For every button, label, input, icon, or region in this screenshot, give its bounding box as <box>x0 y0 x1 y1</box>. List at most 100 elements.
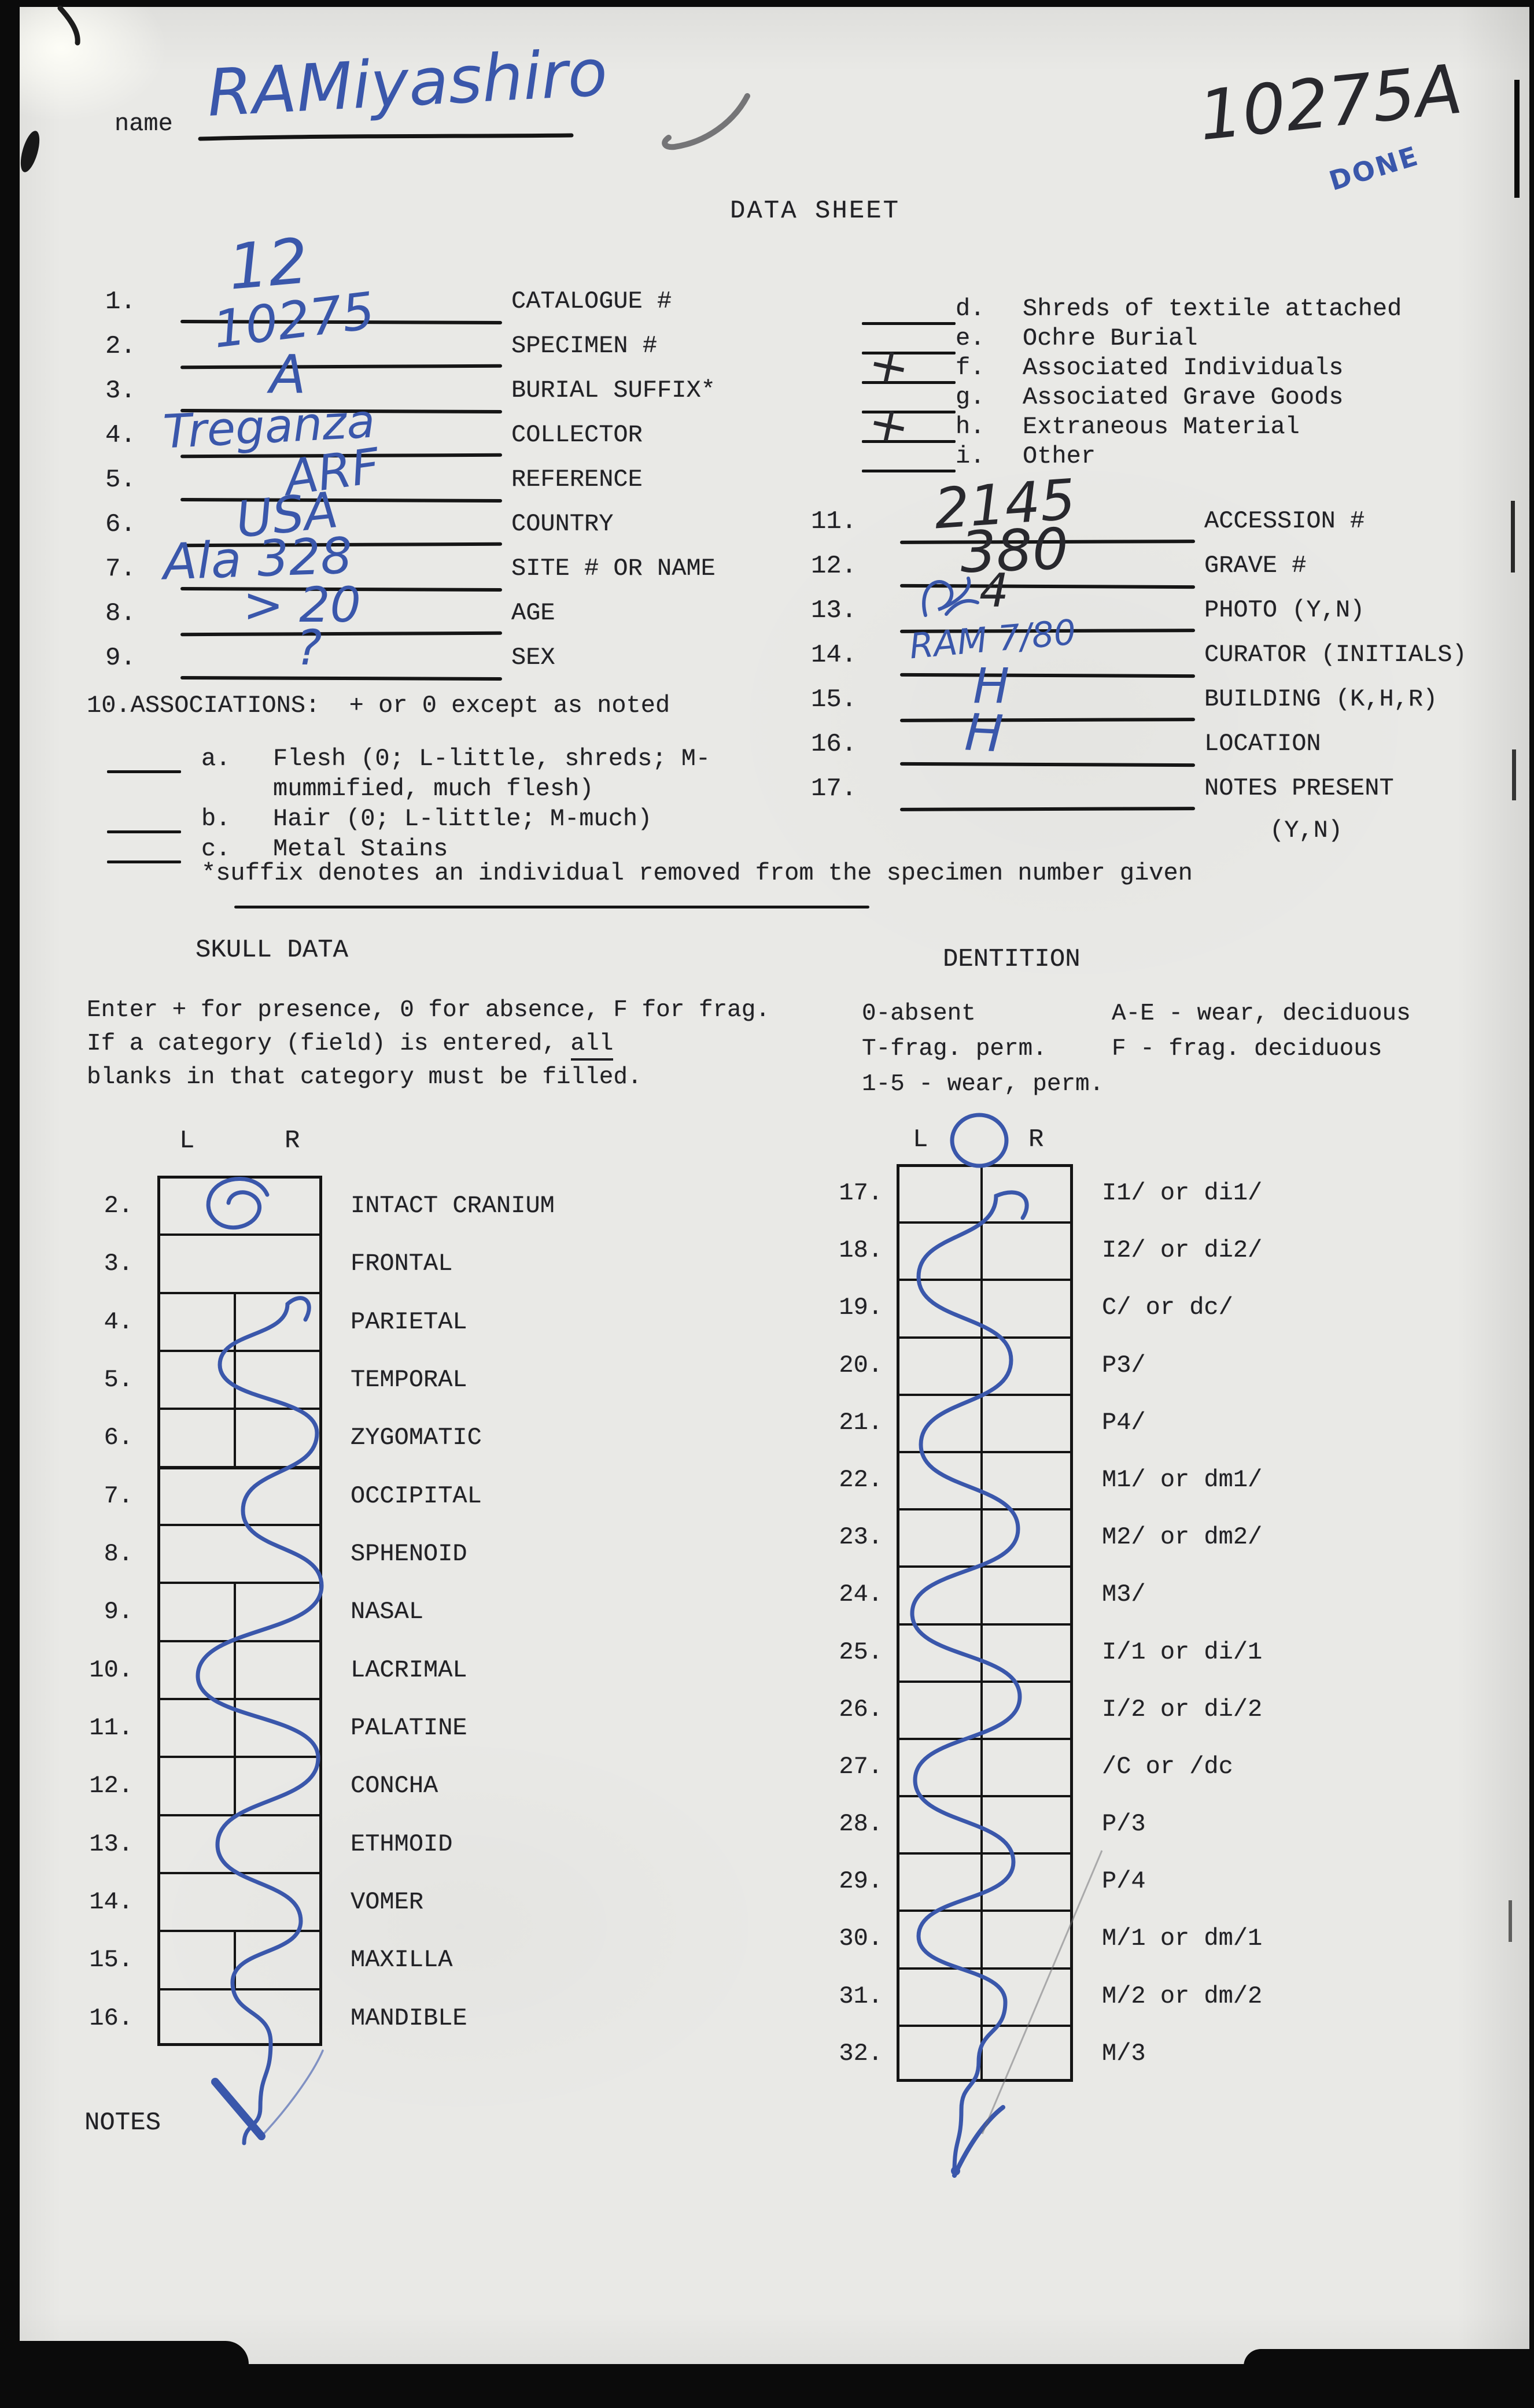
dentition-row-number: 20. <box>839 1351 883 1379</box>
field-label-cont: (Y,N) <box>1270 817 1343 844</box>
checklist-letter: i. <box>956 442 985 470</box>
skull-row-label: LACRIMAL <box>351 1656 467 1684</box>
checklist-blank <box>862 470 956 472</box>
skull-row-line <box>158 1291 321 1294</box>
field-label: SEX <box>511 644 555 671</box>
association-text-cont: mummified, much flesh) <box>273 775 594 803</box>
association-blank <box>107 830 181 833</box>
skull-row-number: 4. <box>104 1308 133 1336</box>
association-letter: c. <box>201 835 231 863</box>
skull-col-header-right: R <box>285 1127 300 1155</box>
field-label: NOTES PRESENT <box>1204 774 1394 802</box>
checklist-blank <box>862 352 956 354</box>
skull-row-line <box>158 1639 321 1642</box>
dentition-row-number: 30. <box>839 1925 883 1953</box>
checklist-label: Associated Individuals <box>1023 354 1344 382</box>
dentition-ink-dot <box>951 2166 960 2176</box>
skull-table-box <box>157 1176 322 2046</box>
dentition-row-label: /C or /dc <box>1102 1752 1233 1781</box>
dentition-row-label: M3/ <box>1102 1580 1146 1609</box>
skull-col-header-left: L <box>179 1127 195 1155</box>
dentition-row-label: M/2 or dm/2 <box>1102 1982 1263 2010</box>
field-number: 5. <box>105 466 136 494</box>
dentition-row-line <box>898 1221 1072 1224</box>
dentition-key-item: A-E - wear, deciduous <box>1112 1000 1411 1027</box>
dentition-row-line <box>898 1336 1072 1339</box>
field-label: GRAVE # <box>1204 552 1307 579</box>
dentition-squiggle-hook <box>952 2105 1005 2178</box>
field-number: 7. <box>105 555 136 583</box>
associations-heading: 10.ASSOCIATIONS: + or 0 except as noted <box>87 692 670 719</box>
dentition-circle-mark <box>950 1113 1009 1168</box>
field-value-handwritten: 380 <box>959 516 1070 586</box>
skull-row-line <box>158 1988 321 1990</box>
skull-row-number: 10. <box>89 1656 133 1684</box>
checklist-blank <box>862 322 956 325</box>
dentition-row-line <box>898 2024 1072 2027</box>
dentition-row-label: I/1 or di/1 <box>1102 1638 1263 1666</box>
scan-border-top <box>0 0 1534 7</box>
scan-smudge-icon <box>57 5 80 46</box>
skull-row-number: 13. <box>89 1830 133 1858</box>
field-label: ACCESSION # <box>1204 507 1365 535</box>
association-letter: b. <box>201 805 231 833</box>
field-value-handwritten: H <box>963 702 1005 764</box>
checkmark-icon <box>662 93 750 150</box>
dentition-row-label: P/4 <box>1102 1867 1146 1896</box>
skull-row-label: TEMPORAL <box>351 1366 467 1394</box>
dentition-lr-divider <box>980 1164 983 2082</box>
suffix-footnote: *suffix denotes an individual removed fr… <box>201 859 1193 887</box>
skull-row-number: 5. <box>104 1366 133 1394</box>
field-underline <box>180 364 503 370</box>
field-underline <box>899 762 1196 767</box>
association-text: Hair (0; L-little; M-much) <box>273 805 652 833</box>
skull-row-line <box>158 1582 321 1585</box>
dentition-row-label: P4/ <box>1102 1408 1146 1436</box>
checklist-label: Associated Grave Goods <box>1023 383 1344 411</box>
association-blank <box>107 860 181 863</box>
checklist-blank <box>862 440 956 443</box>
skull-row-line <box>158 1233 321 1236</box>
skull-row-line <box>158 1408 321 1410</box>
field-value-handwritten: ? <box>296 619 322 676</box>
dentition-row-line <box>898 1680 1072 1683</box>
skull-row-label: PALATINE <box>351 1714 467 1742</box>
dentition-row-number: 31. <box>839 1982 883 2010</box>
ink-blob-icon <box>20 131 40 172</box>
skull-row-line <box>158 1872 321 1874</box>
checklist-label: Ochre Burial <box>1023 324 1198 352</box>
dentition-row-line <box>898 1967 1072 1970</box>
field-number: 8. <box>105 599 136 628</box>
skull-row-label: OCCIPITAL <box>351 1482 482 1510</box>
field-underline <box>180 676 503 681</box>
field-underline <box>899 583 1196 589</box>
dentition-row-number: 21. <box>839 1408 883 1436</box>
field-number: 2. <box>105 332 136 361</box>
scan-corner-bottom-right <box>1244 2349 1534 2408</box>
dentition-key-item: F - frag. deciduous <box>1112 1036 1382 1062</box>
field-number: 9. <box>105 644 136 673</box>
done-annotation: DONE <box>1325 139 1423 197</box>
dentition-row-line <box>898 1910 1072 1912</box>
specimen-id-handwritten: 10275A <box>1195 49 1466 156</box>
field-label: CATALOGUE # <box>511 287 672 315</box>
dentition-col-header-left: L <box>913 1125 928 1154</box>
instr-underlined-word: all <box>570 1031 614 1061</box>
field-number: 1. <box>105 287 136 316</box>
skull-lr-divider <box>234 1582 236 1814</box>
field-value-handwritten: 4 <box>979 564 1009 618</box>
skull-row-label: SPHENOID <box>351 1540 467 1568</box>
dentition-row-label: P/3 <box>1102 1810 1146 1838</box>
dentition-row-label: M2/ or dm2/ <box>1102 1523 1263 1552</box>
dentition-row-label: M1/ or dm1/ <box>1102 1465 1263 1494</box>
field-label: BURIAL SUFFIX* <box>511 376 716 404</box>
skull-row-number: 15. <box>89 1946 133 1974</box>
name-underline <box>198 133 574 141</box>
association-letter: a. <box>201 745 231 773</box>
skull-squiggle-tail <box>260 2049 324 2137</box>
association-text: Metal Stains <box>273 835 448 863</box>
scan-border-left <box>0 0 20 2408</box>
skull-row-label: NASAL <box>351 1598 424 1626</box>
page-title: DATA SHEET <box>730 197 901 226</box>
field-value-handwritten: > 20 <box>243 577 361 633</box>
